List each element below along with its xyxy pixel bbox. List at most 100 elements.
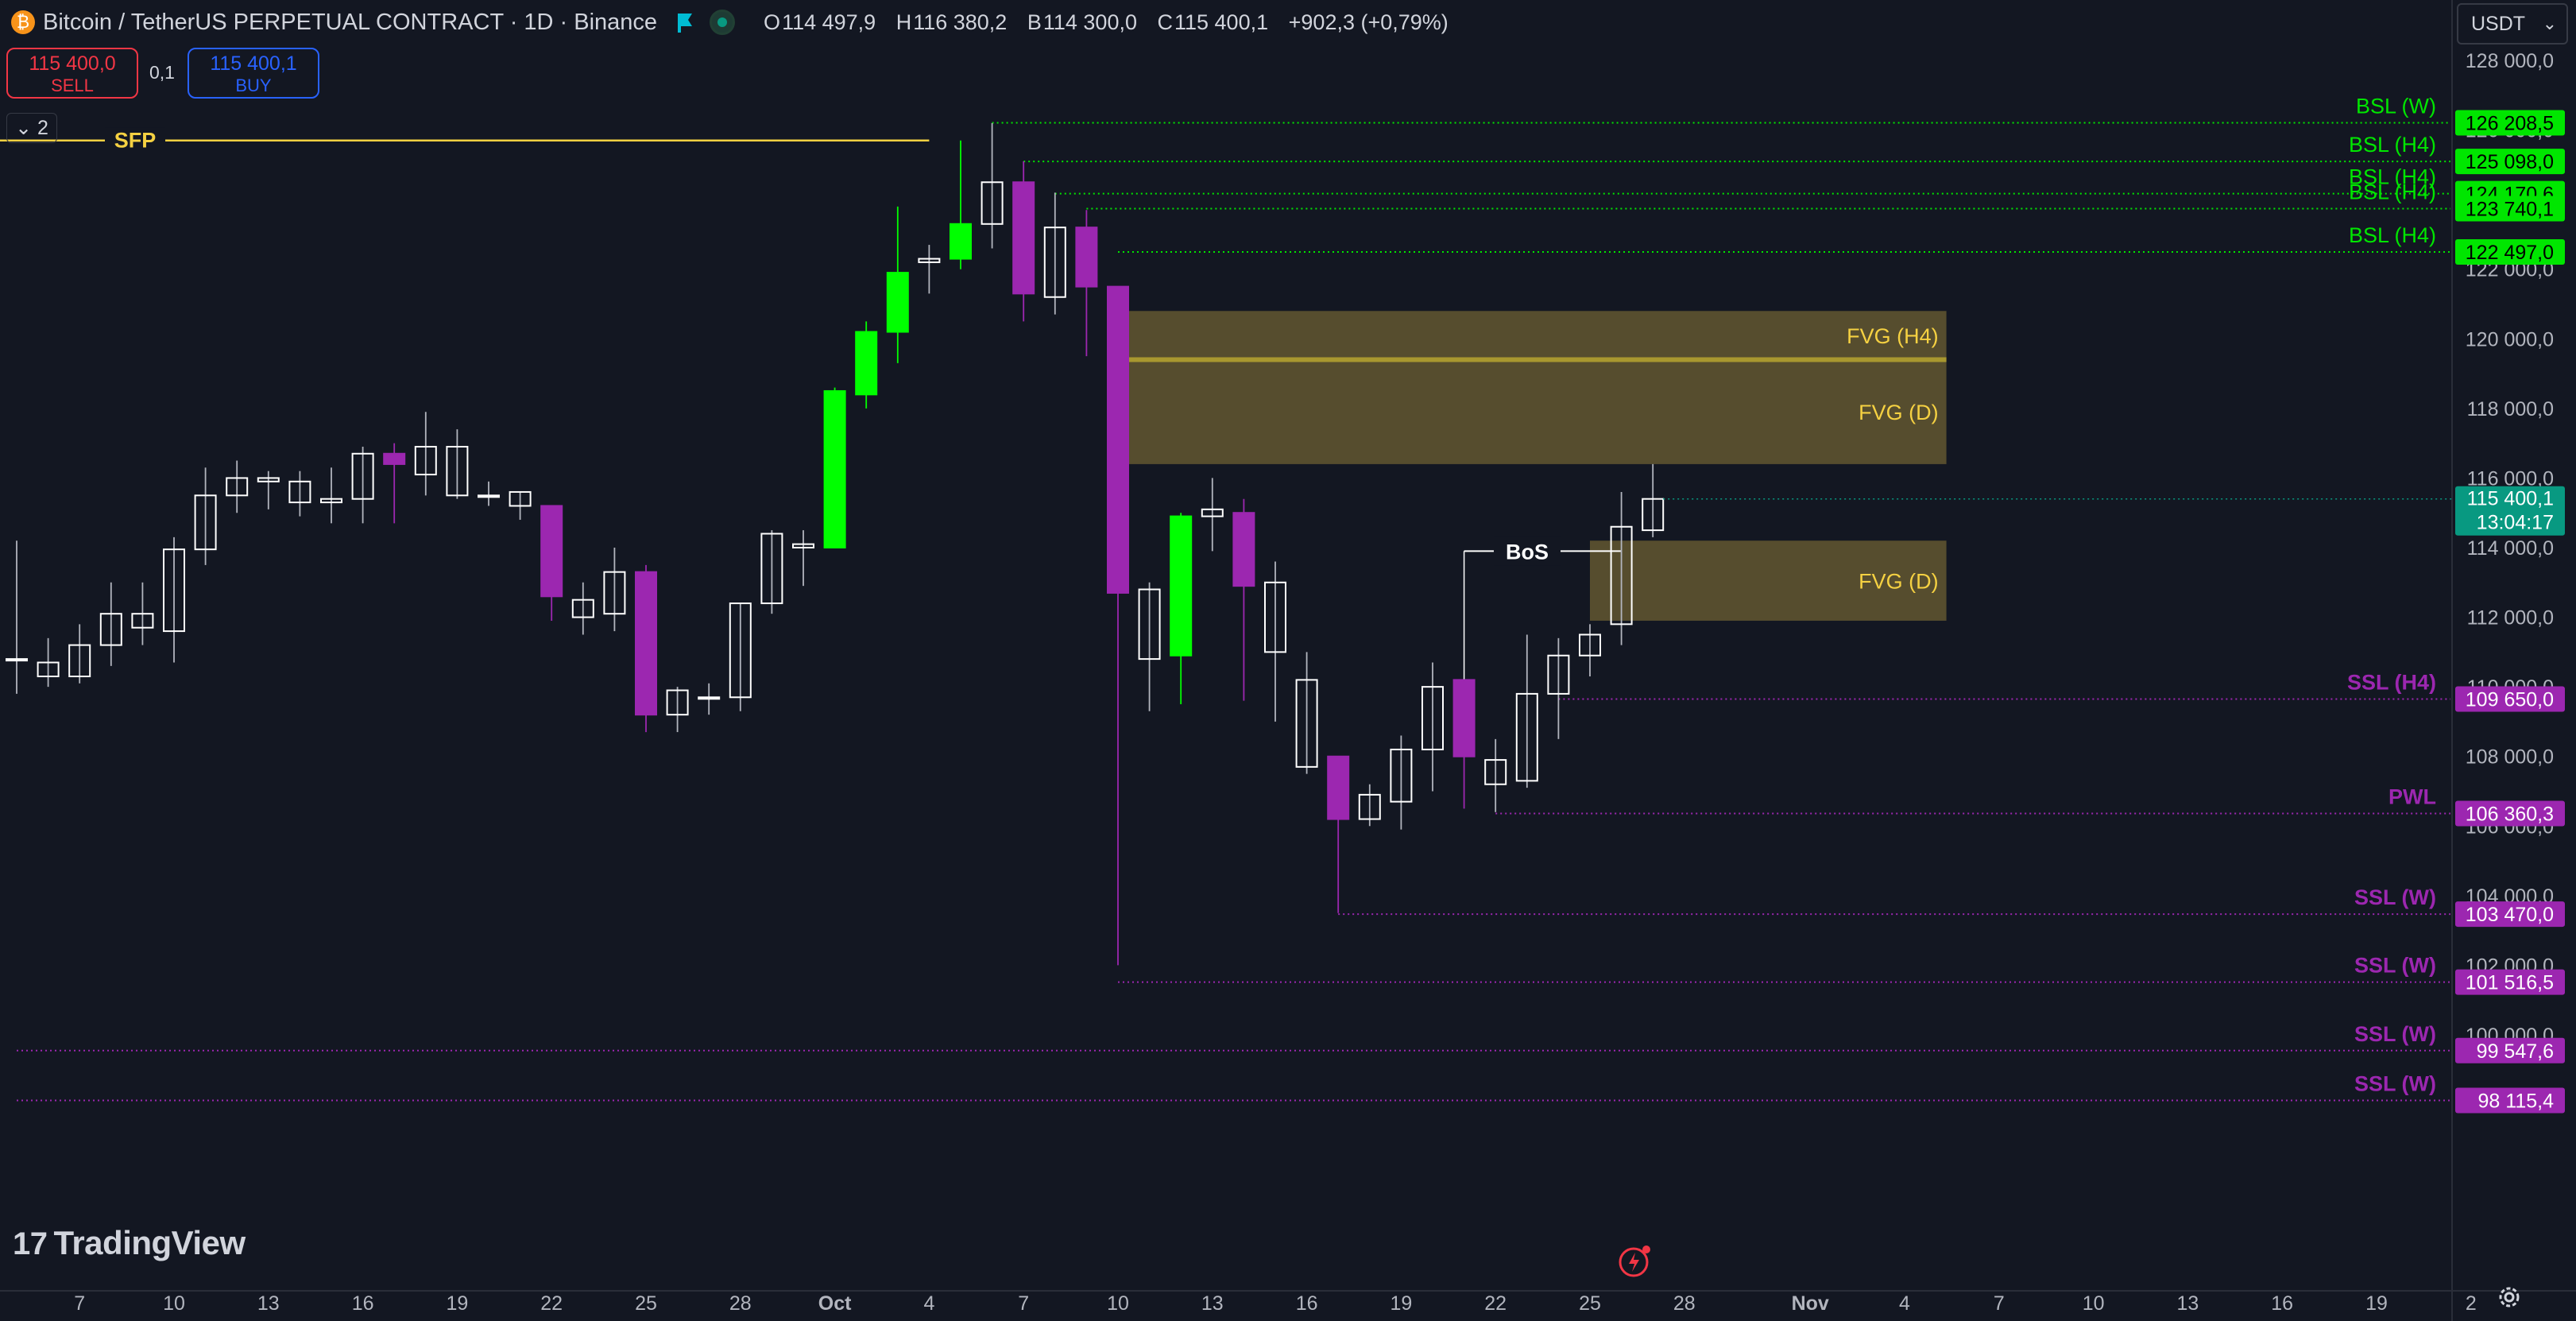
y-tick-label: 112 000,0 [2467,607,2554,630]
candle-body [823,389,846,549]
candle-body [1170,515,1193,657]
price-tag-label: 126 208,5 [2466,112,2554,134]
liquidity-level-label: BSL (H4) [2349,133,2436,157]
y-tick-label: 118 000,0 [2467,398,2554,420]
candle-body [1642,498,1665,532]
symbol-title[interactable]: Bitcoin / TetherUS PERPETUAL CONTRACT · … [43,9,658,35]
x-tick-label: 7 [1994,1292,2005,1315]
lightning-icon[interactable] [1618,1243,1653,1278]
chevron-down-icon: ⌄ [2542,14,2557,33]
candle-body [1075,227,1098,288]
price-tag-label: 103 470,0 [2466,904,2554,926]
change-value: +902,3 (+0,79%) [1288,10,1449,34]
symbol-header: ₿ Bitcoin / TetherUS PERPETUAL CONTRACT … [0,0,1463,45]
tradingview-logo[interactable]: 17 TradingView [13,1224,246,1262]
price-tag-label: 106 360,3 [2466,804,2554,826]
candle-body [698,696,721,700]
candle-body [99,613,122,646]
market-status-icon[interactable] [710,10,736,35]
candle-body [1515,692,1538,782]
gear-icon[interactable] [2495,1283,2524,1311]
y-tick-label: 114 000,0 [2467,537,2554,560]
currency-select[interactable]: USDT ⌄ [2457,3,2568,45]
y-tick-label: 120 000,0 [2466,328,2554,351]
x-tick-label: 13 [1201,1292,1224,1315]
bos-label-bg [1494,537,1561,566]
fvg-label: FVG (H4) [1847,324,1939,348]
candle-body [414,446,437,476]
price-tag [2455,1087,2565,1114]
candle-body [666,689,689,716]
indicators-toggle[interactable]: ⌄ 2 [6,113,57,143]
price-tag [2455,800,2565,827]
liquidity-level-label: SSL (W) [2354,885,2436,909]
price-tag [2455,149,2565,175]
x-tick-label: 28 [1673,1292,1696,1315]
liquidity-level-label: BSL (W) [2356,94,2436,118]
x-tick-label: 16 [2271,1292,2293,1315]
price-tag-label: 98 115,4 [2478,1091,2555,1113]
x-tick-label: 16 [1296,1292,1318,1315]
liquidity-level-label: SSL (W) [2354,1022,2436,1046]
candle-body [635,571,657,716]
candle-body [1295,679,1318,768]
candle-body [1264,581,1286,653]
candle-body [1579,633,1601,657]
ohlc-values: O114 497,9 H116 380,2 B114 300,0 C115 40… [764,10,1449,34]
candle-body [383,452,406,465]
candle-body [886,272,909,333]
fvg-zone [1118,311,1947,360]
candle-body [68,644,91,678]
sfp-label-bg [105,127,165,153]
candle-body [1232,512,1255,587]
x-tick-label: 7 [74,1292,85,1315]
candle-body [981,181,1004,225]
open-value: 114 497,9 [782,10,876,34]
buy-price: 115 400,1 [210,52,297,75]
high-value: 116 380,2 [913,10,1008,34]
candle-body [194,494,217,551]
candle-body [288,480,311,504]
buy-button[interactable]: 115 400,1 BUY [188,48,319,99]
candle-body [1358,793,1381,820]
x-tick-label: 13 [2176,1292,2199,1315]
x-tick-label: 7 [1018,1292,1029,1315]
liquidity-level-label: BSL (H4) [2349,223,2436,247]
x-tick-label: 22 [540,1292,563,1315]
candle-body [855,331,878,396]
x-tick-label: 28 [729,1292,752,1315]
price-tag-label: 99 547,6 [2477,1040,2554,1063]
candle-body [1390,748,1413,803]
liquidity-level-label: PWL [2388,785,2436,809]
x-tick-label: 19 [2365,1292,2388,1315]
candle-body [571,599,594,618]
price-tag-label: 122 497,0 [2466,242,2554,264]
liquidity-level-label: SSL (W) [2354,1072,2436,1096]
x-tick-label: Oct [818,1292,852,1315]
spread-value: 0,1 [149,62,175,83]
logo-text: TradingView [53,1224,246,1261]
y-tick-label: 108 000,0 [2466,746,2554,769]
last-price-tag [2455,486,2565,536]
flag-icon[interactable] [675,11,697,33]
fvg-label: FVG (D) [1859,401,1939,424]
candle-body [918,258,941,263]
price-tag [2455,1037,2565,1063]
candle-body [950,223,972,260]
price-tag [2455,969,2565,995]
candle-body [320,498,342,504]
bitcoin-icon: ₿ [11,10,35,34]
x-tick-label: 13 [257,1292,280,1315]
candle-body [37,661,60,678]
candle-body [1043,227,1066,298]
candle-body [226,477,249,497]
x-tick-label: 2 [2466,1292,2477,1315]
sell-label: SELL [51,76,94,95]
price-tag-label: 109 650,0 [2466,688,2554,711]
candle-body [257,477,280,482]
sell-button[interactable]: 115 400,0 SELL [6,48,138,99]
liquidity-level-label: SSL (W) [2354,954,2436,978]
candle-body [478,494,500,498]
x-tick-label: 16 [352,1292,374,1315]
